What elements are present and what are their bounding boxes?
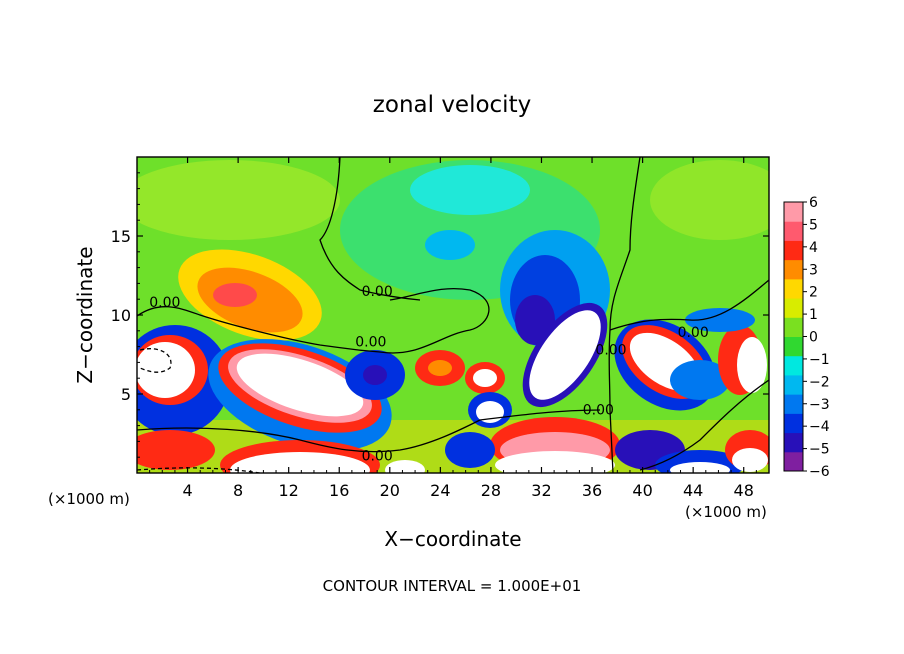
heatmap-field: [137, 157, 769, 473]
colorbar-swatch-6: [784, 336, 803, 357]
x-axis: 4 8 12 16 20 24 28 32 36 40 44 48: [149, 157, 757, 500]
contour-label-0: 0.00: [149, 295, 180, 311]
x-tick-label-10: 44: [683, 481, 703, 500]
contour-labels: 0.00 0.00 0.00 0.00 0.00 0.00 0.00: [149, 284, 709, 464]
y-tick-label-0: 5: [121, 385, 131, 404]
y-axis-label: Z−coordinate: [73, 246, 97, 383]
colorbar-swatch-7: [784, 317, 803, 337]
contour-label-1: 0.00: [355, 335, 386, 351]
contour-label-3: 0.00: [362, 284, 393, 300]
x-unit-note-left: (×1000 m): [48, 490, 130, 508]
colorbar-swatch-10: [784, 259, 803, 280]
colorbar-label-10: −4: [809, 419, 830, 435]
contour-label-4: 0.00: [583, 403, 614, 419]
y-tick-label-2: 15: [111, 227, 131, 246]
x-unit-note-right: (×1000 m): [685, 503, 767, 521]
x-tick-label-11: 48: [734, 481, 754, 500]
contour-label-2: 0.00: [362, 448, 393, 464]
colorbar-swatch-3: [784, 394, 803, 414]
contour-label-5: 0.00: [595, 343, 626, 359]
colorbar-label-9: −3: [809, 397, 830, 413]
colorbar-label-8: −2: [809, 374, 830, 390]
x-tick-label-8: 36: [582, 481, 602, 500]
x-tick-label-4: 20: [380, 481, 400, 500]
colorbar-label-12: −6: [809, 464, 830, 480]
contour-label-6: 0.00: [678, 325, 709, 341]
colorbar-label-1: 5: [809, 217, 818, 233]
y-axis: 5 10 15: [111, 172, 769, 458]
x-tick-label-1: 8: [233, 481, 243, 500]
colorbar-label-4: 2: [809, 285, 818, 301]
x-tick-label-3: 16: [329, 481, 349, 500]
colorbar-label-2: 4: [809, 240, 818, 256]
colorbar-label-11: −5: [809, 442, 830, 458]
colorbar-swatch-8: [784, 298, 803, 318]
colorbar-label-7: −1: [809, 352, 830, 368]
colorbar-swatch-13: [784, 202, 803, 222]
y-tick-label-1: 10: [111, 306, 131, 325]
x-tick-label-6: 28: [481, 481, 501, 500]
colorbar-swatch-4: [784, 374, 803, 395]
colorbar-swatch-11: [784, 240, 803, 261]
colorbar-swatch-12: [784, 221, 803, 241]
colorbar-swatch-5: [784, 355, 803, 376]
contour-interval-footer: CONTOUR INTERVAL = 1.000E+01: [323, 577, 582, 595]
colorbar-swatch-0: [784, 451, 803, 472]
colorbar-label-6: 0: [809, 330, 818, 346]
colorbar-swatch-9: [784, 278, 803, 299]
contour-lines: [137, 157, 769, 473]
colorbar: 6 5 4 3 2 1 0 −1 −2 −3 −4 −5 −6: [783, 195, 830, 480]
colorbar-swatch-1: [784, 432, 803, 453]
x-axis-label: X−coordinate: [384, 527, 521, 551]
x-tick-label-2: 12: [279, 481, 299, 500]
x-tick-label-5: 24: [430, 481, 450, 500]
x-tick-label-7: 32: [531, 481, 551, 500]
colorbar-label-0: 6: [809, 195, 818, 211]
colorbar-label-3: 3: [809, 262, 818, 278]
x-tick-label-9: 40: [632, 481, 652, 500]
colorbar-label-5: 1: [809, 307, 818, 323]
chart-title: zonal velocity: [373, 92, 531, 118]
colorbar-swatch-2: [784, 413, 803, 434]
x-tick-label-0: 4: [182, 481, 192, 500]
